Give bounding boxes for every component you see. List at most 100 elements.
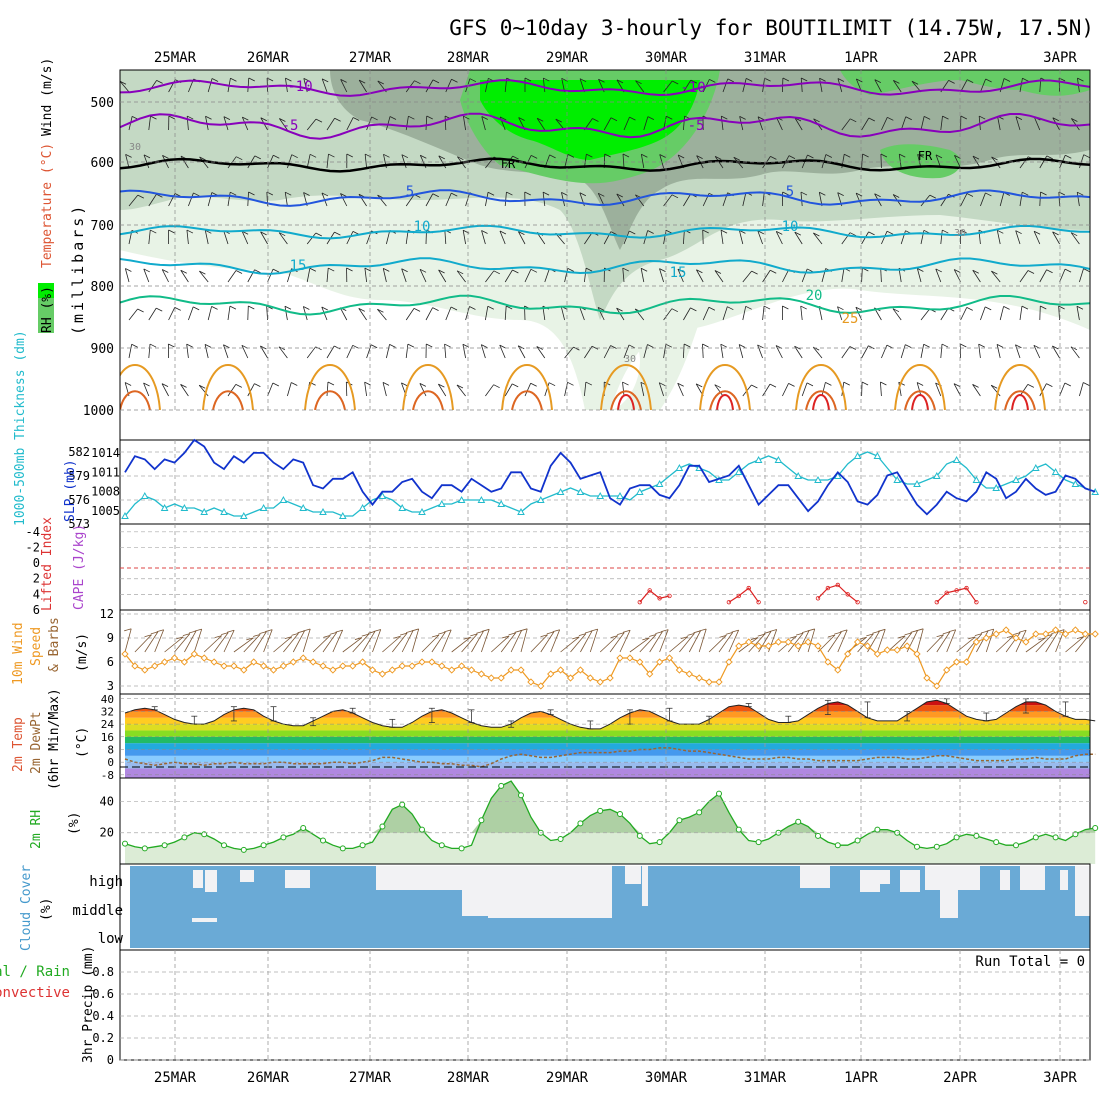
- wind-barb-flag: [819, 77, 826, 82]
- wind-barb-staff: [128, 344, 133, 359]
- wind-barb-flag: [849, 346, 857, 350]
- wind-barb-staff: [1058, 191, 1060, 207]
- wind-barb-staff: [247, 383, 255, 397]
- wind-barb-staff: [223, 230, 229, 245]
- wind-barb-flag: [303, 306, 310, 310]
- wind-barb-staff: [960, 307, 968, 321]
- wind-barb-flag: [960, 115, 968, 120]
- wind-barb-staff: [722, 306, 728, 321]
- rh2m-marker: [399, 801, 406, 808]
- wind-barb-flag: [186, 229, 194, 234]
- contour-label-20: 20: [806, 288, 823, 304]
- wind-barb-10m-flag: [221, 632, 229, 635]
- wind-barb-10m-staff: [758, 631, 772, 653]
- wind-barb-flag: [512, 383, 519, 388]
- ylabel-cloud-units: (%): [39, 898, 54, 921]
- cloud-clear-block: [925, 866, 965, 890]
- thickness-marker: [655, 479, 664, 487]
- pressure-level-label: 500: [91, 96, 114, 111]
- wind-barb-staff: [405, 308, 415, 321]
- wind-barb-10m-staff: [332, 629, 344, 653]
- wind-barb-flag: [137, 194, 144, 199]
- wind-speed-marker: [933, 682, 941, 690]
- wind-barb-10m-flag: [942, 631, 950, 635]
- wind-barb-staff: [683, 343, 685, 359]
- wind-barb-staff: [241, 231, 249, 245]
- rh-band-bright: [480, 80, 700, 160]
- wind-barb-staff: [935, 382, 942, 397]
- wind-barb-10m-staff: [985, 629, 995, 653]
- rh2m-marker: [696, 809, 703, 816]
- wind-speed-marker: [784, 638, 792, 646]
- wind-barb-staff: [801, 382, 808, 397]
- wind-barb-staff: [603, 117, 612, 131]
- wind-barb-staff: [874, 79, 882, 93]
- rh2m-area-dark: [125, 781, 1096, 833]
- rh2m-marker: [141, 845, 148, 852]
- wind-barb-10m-flag: [866, 633, 874, 637]
- temp-tick-label: 40: [101, 693, 114, 706]
- wind-barb-staff: [782, 269, 790, 283]
- thickness-markers: [121, 451, 1100, 519]
- wind-barb-10m-staff: [550, 629, 561, 653]
- wind-barb-flag: [230, 191, 237, 196]
- wind-speed-marker: [982, 634, 990, 642]
- wind-barb-staff: [677, 383, 684, 397]
- wind-barb-flag: [401, 382, 408, 387]
- wind-barb-flag: [137, 308, 144, 313]
- wind-barb-staff: [658, 382, 664, 397]
- wind-speed-marker: [388, 666, 396, 674]
- wind-barb-flag: [419, 383, 427, 387]
- wind-barb-flag: [886, 230, 894, 235]
- contour-label-25: 25: [842, 311, 859, 327]
- wind-barb-flag: [248, 77, 255, 82]
- wind-barb-flag: [322, 78, 329, 83]
- wind-barb-staff: [465, 192, 471, 207]
- cloud-clear-block: [1000, 870, 1010, 890]
- wind-barb-staff: [742, 306, 747, 321]
- thickness-tick-label: 576: [68, 493, 90, 507]
- wind-barb-10m-staff: [1045, 631, 1059, 653]
- cloud-clear-block: [1020, 866, 1045, 890]
- wind-speed-marker: [240, 666, 248, 674]
- wind-barb-staff: [720, 344, 724, 359]
- thickness-marker: [972, 475, 981, 483]
- thickness-marker: [932, 471, 941, 479]
- wind-barb-staff: [861, 267, 863, 283]
- wind-barb-10m-staff: [629, 637, 650, 653]
- wind-barb-staff: [561, 192, 565, 207]
- wind-barb-10m-flag: [974, 633, 983, 636]
- wind-barb-staff: [920, 308, 930, 321]
- wind-tick-label: 9: [107, 631, 114, 645]
- wind-barb-staff: [401, 154, 407, 169]
- wind-barb-10m-flag: [699, 628, 707, 632]
- wind-barb-staff: [622, 382, 625, 397]
- wind-barb-10m-staff: [491, 635, 510, 653]
- wind-barb-staff: [1019, 384, 1029, 397]
- pressure-level-label: 1000: [83, 404, 114, 419]
- wind-barb-flag: [640, 267, 648, 272]
- lifted-index-segment: [639, 589, 670, 603]
- wind-barb-10m-staff: [283, 633, 299, 653]
- wind-barb-flag: [978, 343, 985, 348]
- wind-speed-marker: [418, 658, 426, 666]
- rh2m-tick-label: 40: [100, 794, 114, 808]
- wind-barb-staff: [180, 384, 189, 397]
- rh2m-marker: [1013, 842, 1019, 849]
- wind-barb-10m-staff: [401, 630, 414, 653]
- wind-barb-flag: [573, 346, 580, 351]
- wind-barb-flag: [334, 231, 341, 236]
- wind-barb-staff: [881, 344, 888, 359]
- wind-barb-flag: [942, 115, 949, 120]
- wind-barb-staff: [1039, 383, 1047, 397]
- wind-barb-staff: [339, 307, 348, 321]
- wind-barb-flag: [721, 115, 728, 120]
- wind-barb-10m-flag: [986, 628, 994, 632]
- slp-ticks: 582 579 576 573 1014 1011 1008 1005: [68, 445, 1090, 531]
- wind-barb-flag: [463, 115, 470, 120]
- thickness-marker: [358, 503, 367, 511]
- wind-barb-staff: [640, 268, 645, 283]
- wind-speed-marker: [339, 662, 347, 670]
- wind-barb-10m-staff: [382, 635, 401, 653]
